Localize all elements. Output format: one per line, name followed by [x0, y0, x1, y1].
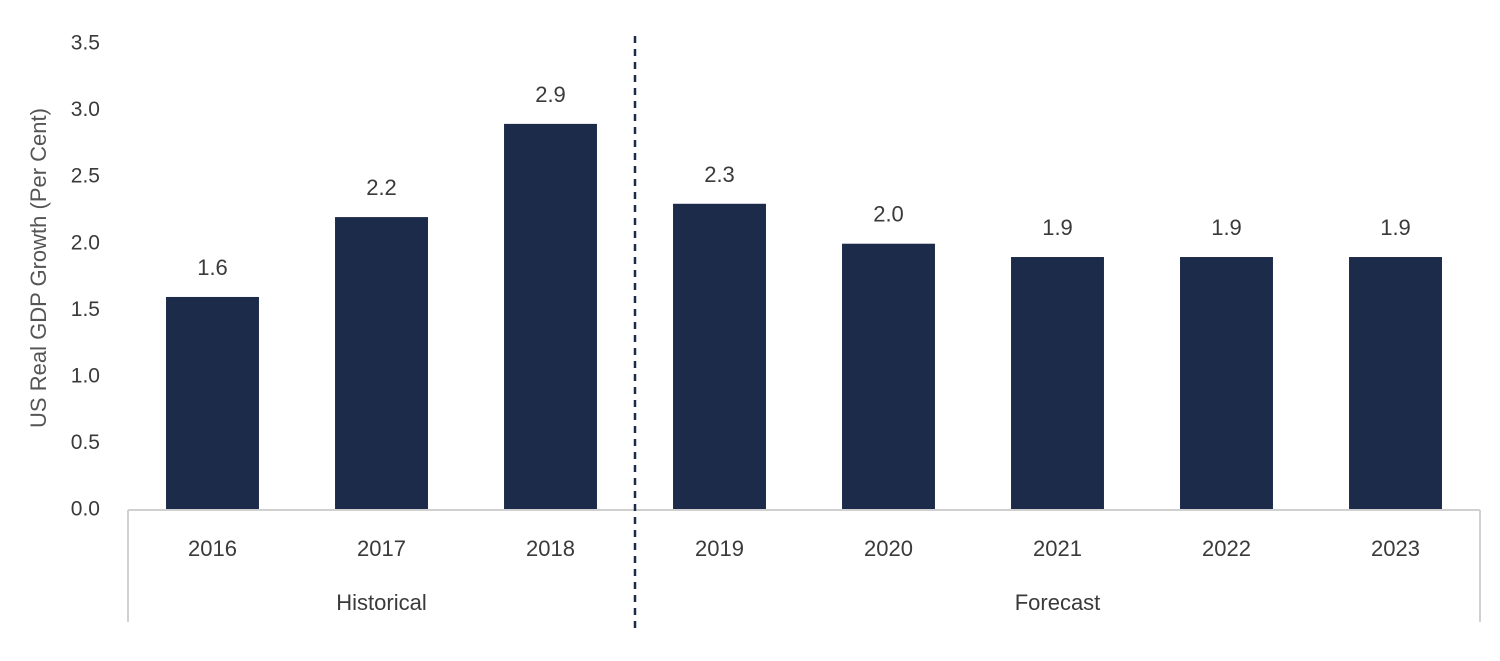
- group-label-historical: Historical: [336, 590, 426, 615]
- category-label-2021: 2021: [1033, 536, 1082, 561]
- data-label-2022: 1.9: [1211, 215, 1242, 240]
- y-tick-label: 1.0: [71, 364, 100, 387]
- y-axis-ticks: 0.0 0.5 1.0 1.5 2.0 2.5 3.0 3.5: [71, 32, 100, 521]
- category-label-2017: 2017: [357, 536, 406, 561]
- bar-2023: [1349, 257, 1442, 510]
- data-label-2018: 2.9: [535, 82, 566, 107]
- y-axis-title: US Real GDP Growth (Per Cent): [26, 108, 51, 428]
- category-label-2022: 2022: [1202, 536, 1251, 561]
- y-tick-label: 3.0: [71, 98, 100, 121]
- bars: [166, 123, 1442, 511]
- bar-2022: [1180, 257, 1273, 510]
- y-tick-label: 3.5: [71, 32, 100, 55]
- category-label-2016: 2016: [188, 536, 237, 561]
- y-tick-label: 2.5: [71, 165, 100, 188]
- data-labels: 1.6 2.2 2.9 2.3 2.0 1.9 1.9 1.9: [197, 82, 1411, 280]
- category-label-2020: 2020: [864, 536, 913, 561]
- bar-2021: [1011, 257, 1104, 510]
- category-label-2018: 2018: [526, 536, 575, 561]
- category-label-2019: 2019: [695, 536, 744, 561]
- group-label-forecast: Forecast: [1015, 590, 1101, 615]
- data-label-2016: 1.6: [197, 255, 228, 280]
- data-label-2017: 2.2: [366, 175, 397, 200]
- bar-2019: [673, 203, 766, 510]
- category-label-2023: 2023: [1371, 536, 1420, 561]
- data-label-2019: 2.3: [704, 162, 735, 187]
- bar-2016: [166, 296, 259, 510]
- bar-2018: [504, 123, 597, 510]
- data-label-2020: 2.0: [873, 202, 904, 227]
- data-label-2021: 1.9: [1042, 215, 1073, 240]
- y-tick-label: 2.0: [71, 231, 100, 254]
- bar-2017: [335, 217, 428, 511]
- bar-2020: [842, 243, 935, 510]
- y-tick-label: 0.5: [71, 431, 100, 454]
- y-tick-label: 0.0: [71, 498, 100, 521]
- y-tick-label: 1.5: [71, 298, 100, 321]
- category-axis: 2016 2017 2018 2019 2020 2021 2022 2023 Historic…: [127, 36, 1481, 628]
- data-label-2023: 1.9: [1380, 215, 1411, 240]
